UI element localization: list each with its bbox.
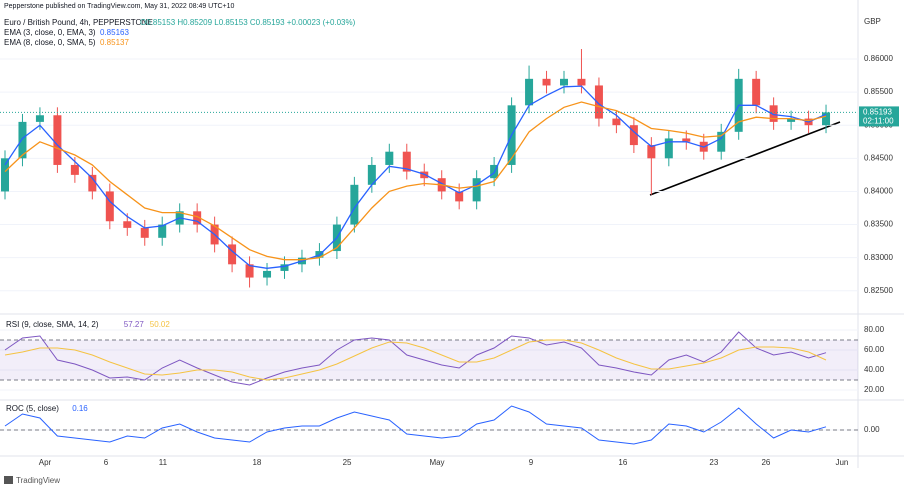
legend-value: 50.02 [150,320,171,329]
y-tick-label: 20.00 [864,385,885,394]
legend-value: 57.27 [124,320,145,329]
candle-body [559,78,568,86]
series-line [4,85,827,269]
candle-body [105,191,114,222]
x-tick-label: 26 [761,458,770,467]
x-tick-label: 18 [252,458,261,467]
candle-body [193,211,202,225]
candle-body [0,158,9,192]
candle-body [245,264,254,278]
x-tick-label: 16 [618,458,627,467]
x-tick-label: 9 [529,458,534,467]
candle-body [769,105,778,122]
pane-title: ROC (5, close) [6,404,59,413]
legend-entry: EMA (3, close, 0, EMA, 3) [4,28,96,37]
ohlc-label: O0.85153 H0.85209 L0.85153 C0.85193 +0.0… [140,18,356,27]
x-tick-label: 25 [343,458,352,467]
y-tick-label: 0.82500 [864,286,893,295]
x-tick-label: Apr [39,458,52,467]
candle-body [158,224,167,238]
candle-body [664,138,673,159]
legend-entry: EMA (8, close, 0, SMA, 5) [4,38,96,47]
y-tick-label: 0.86000 [864,54,893,63]
candle-body [385,151,394,165]
y-tick-label: 80.00 [864,325,885,334]
candle-body [542,78,551,86]
candle-body [350,184,359,225]
y-tick-label: 0.84000 [864,187,893,196]
candle-body [402,151,411,172]
legend-value: 0.16 [72,404,88,413]
legend-value: 0.85163 [100,28,129,37]
candle-body [787,118,796,122]
series-line [4,405,827,445]
candle-body [18,121,27,159]
rsi-band [0,340,858,380]
last-price-label: 0.85193 [863,108,892,117]
candle-body [525,78,534,106]
candle-body [35,115,44,122]
y-tick-label: 0.00 [864,425,880,434]
legend-value: 0.85137 [100,38,129,47]
pane-title: RSI (9, close, SMA, 14, 2) [6,320,99,329]
chart-title: Euro / British Pound, 4h, PEPPERSTONE [4,18,153,27]
last-price-box [859,106,899,127]
y-tick-label: 0.83000 [864,253,893,262]
footer-logo: TradingView [16,476,60,485]
y-tick-label: 40.00 [864,365,885,374]
candle-body [682,138,691,142]
countdown: 02:11:00 [863,117,894,126]
candle-body [123,221,132,228]
candle-body [140,227,149,238]
candle-body [455,191,464,202]
publisher: Pepperstone published on TradingView.com… [4,3,235,10]
candle-body [752,78,761,106]
candle-body [822,112,831,126]
y-tick-label: 0.84500 [864,153,893,162]
candle-body [88,174,97,192]
series-line [4,331,827,386]
x-tick-label: 6 [104,458,109,467]
candle-body [612,118,621,126]
candle-body [629,125,638,146]
logo-icon [4,476,13,484]
candle-body [280,264,289,271]
candle-body [53,115,62,165]
x-tick-label: 11 [159,458,168,467]
candle-body [263,270,272,278]
candle-body [577,78,586,86]
y-tick-label: 0.85500 [864,87,893,96]
currency: GBP [864,17,881,26]
x-tick-label: 23 [709,458,718,467]
y-tick-label: 60.00 [864,345,885,354]
candle-body [228,244,237,265]
x-tick-label: Jun [835,458,848,467]
candle-body [367,164,376,185]
candle-body [647,145,656,159]
candle-body [594,85,603,119]
y-tick-label: 0.83500 [864,220,893,229]
series-line [4,339,827,381]
x-tick-label: May [429,458,444,467]
candle-body [717,131,726,152]
candle-body [70,164,79,175]
candle-body [472,178,481,202]
series-line [4,101,827,261]
